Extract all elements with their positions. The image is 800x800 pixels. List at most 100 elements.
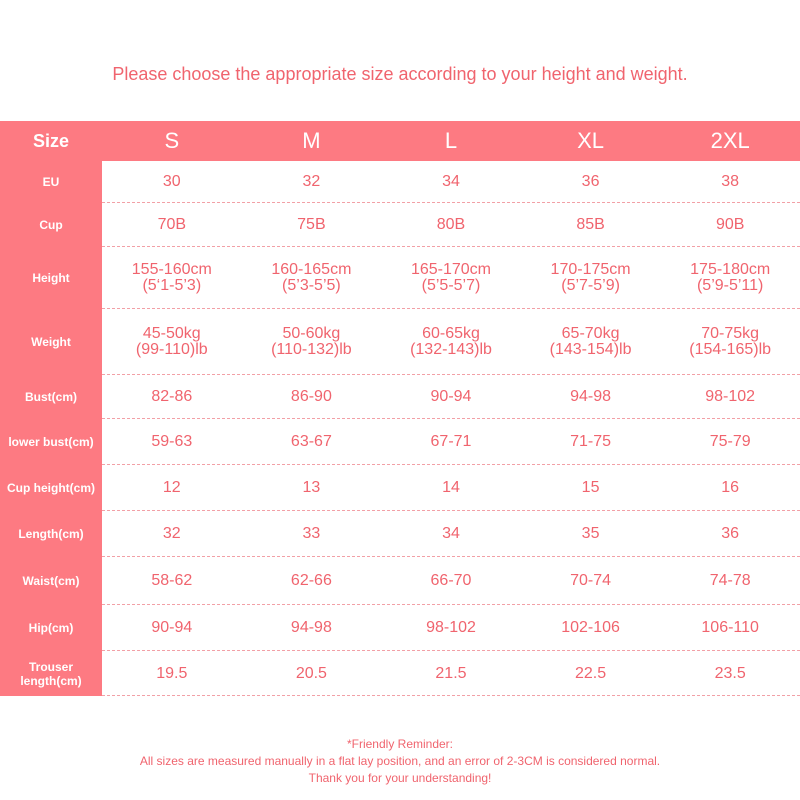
row-label: lower bust(cm) (0, 419, 102, 465)
table-row-weight: Weight 45-50kg (99-110)lb 50-60kg (110-132… (0, 309, 800, 375)
cell-sub-value: (143-154)lb (549, 341, 632, 358)
table-cell: 14 (442, 479, 460, 496)
table-cell: 58-62 (151, 572, 193, 589)
table-cell: 155-160cm (5‘1-5’3) (102, 247, 242, 309)
size-chart-table: Size S M L XL 2XL EU 30 32 34 36 38 Cup … (0, 121, 800, 696)
table-cell: 70-74 (570, 572, 612, 589)
table-cell: 71-75 (570, 433, 612, 450)
table-cell: 160-165cm (5’3-5’5) (242, 247, 382, 309)
table-cell: 74-78 (709, 572, 751, 589)
table-cell: 90-94 (430, 388, 472, 405)
table-row-height: Height 155-160cm (5‘1-5’3) 160-165cm (5’3-… (0, 247, 800, 309)
table-cell: 65-70kg (143-154)lb (521, 309, 661, 375)
table-cell: 34 (442, 173, 460, 190)
table-row-trouser-length: Trouser length(cm) 19.5 20.5 21.5 22.5 2… (0, 651, 800, 696)
reminder-text: All sizes are measured manually in a fla… (139, 754, 661, 768)
table-cell: 75B (297, 216, 326, 233)
size-header-cell: M (302, 128, 321, 153)
table-cell: 62-66 (290, 572, 332, 589)
row-label: Bust(cm) (0, 375, 102, 419)
size-header-label: Size (0, 121, 102, 161)
table-cell: 16 (721, 479, 740, 496)
row-label: Height (0, 247, 102, 309)
table-cell: 45-50kg (99-110)lb (102, 309, 242, 375)
table-cell: 36 (581, 173, 600, 190)
table-cell: 34 (442, 525, 460, 542)
table-row-cup: Cup 70B 75B 80B 85B 90B (0, 203, 800, 247)
table-cell: 59-63 (151, 433, 193, 450)
table-cell: 12 (162, 479, 181, 496)
cell-sub-value: (110-132)lb (271, 341, 352, 358)
cell-value: 165-170cm (410, 261, 491, 278)
table-row-cup-height: Cup height(cm) 12 13 14 15 16 (0, 465, 800, 511)
row-label: Length(cm) (0, 511, 102, 557)
table-cell: 67-71 (430, 433, 472, 450)
table-cell: 30 (162, 173, 181, 190)
table-cell: 85B (576, 216, 605, 233)
cell-sub-value: (5’5-5’7) (421, 277, 481, 294)
row-label: Trouser length(cm) (0, 651, 102, 696)
table-cell: 102-106 (561, 619, 620, 636)
cell-sub-value: (99-110)lb (135, 341, 208, 358)
reminder-thanks: Thank you for your understanding! (308, 771, 492, 785)
table-cell: 98-102 (705, 388, 756, 405)
table-cell: 32 (302, 173, 321, 190)
table-cell: 80B (436, 216, 466, 233)
page-title: Please choose the appropriate size accor… (112, 64, 688, 84)
table-cell: 63-67 (290, 433, 332, 450)
table-cell: 19.5 (156, 664, 188, 682)
cell-sub-value: (5’7-5’9) (561, 277, 620, 294)
row-label: Waist(cm) (0, 557, 102, 605)
table-row-length: Length(cm) 32 33 34 35 36 (0, 511, 800, 557)
table-cell: 23.5 (714, 664, 746, 682)
table-cell: 175-180cm (5’9-5’11) (660, 247, 800, 309)
table-cell: 82-86 (151, 388, 193, 405)
table-cell: 70B (157, 216, 187, 233)
table-cell: 90-94 (151, 619, 193, 636)
row-label: Weight (0, 309, 102, 375)
table-cell: 70-75kg (154-165)lb (660, 309, 800, 375)
cell-value: 175-180cm (690, 261, 771, 278)
size-header-cell: L (444, 128, 458, 153)
size-header-cell: XL (577, 128, 605, 153)
cell-value: 160-165cm (271, 261, 352, 278)
table-cell: 66-70 (430, 572, 472, 589)
cell-sub-value: (5‘1-5’3) (142, 277, 202, 294)
table-row-lower-bust: lower bust(cm) 59-63 63-67 67-71 71-75 7… (0, 419, 800, 465)
table-row-waist: Waist(cm) 58-62 62-66 66-70 70-74 74-78 (0, 557, 800, 605)
table-cell: 13 (302, 479, 321, 496)
table-cell: 50-60kg (110-132)lb (242, 309, 382, 375)
cell-value: 65-70kg (561, 325, 620, 342)
cell-value: 170-175cm (550, 261, 631, 278)
table-row-hip: Hip(cm) 90-94 94-98 98-102 102-106 106-1… (0, 605, 800, 651)
cell-value: 60-65kg (422, 325, 480, 342)
table-cell: 90B (715, 216, 745, 233)
table-row-eu: EU 30 32 34 36 38 (0, 161, 800, 203)
table-cell: 170-175cm (5’7-5’9) (521, 247, 661, 309)
cell-value: 50-60kg (282, 325, 341, 342)
table-cell: 35 (581, 525, 600, 542)
row-label: EU (0, 161, 102, 203)
table-cell: 94-98 (570, 388, 612, 405)
size-header-cell: 2XL (710, 128, 750, 153)
table-cell: 38 (721, 173, 740, 190)
table-cell: 32 (162, 525, 181, 542)
table-cell: 94-98 (290, 619, 332, 636)
table-cell: 33 (302, 525, 321, 542)
reminder-title: *Friendly Reminder: (346, 737, 454, 751)
table-cell: 15 (581, 479, 600, 496)
cell-sub-value: (5’3-5’5) (282, 277, 341, 294)
row-label: Cup height(cm) (0, 465, 102, 511)
size-header-cell: S (164, 128, 180, 153)
table-cell: 98-102 (426, 619, 476, 636)
table-cell: 60-65kg (132-143)lb (381, 309, 521, 375)
table-row-bust: Bust(cm) 82-86 86-90 90-94 94-98 98-102 (0, 375, 800, 419)
table-cell: 86-90 (290, 388, 332, 405)
cell-sub-value: (154-165)lb (689, 341, 772, 358)
row-label: Hip(cm) (0, 605, 102, 651)
cell-value: 155-160cm (131, 261, 212, 278)
table-cell: 20.5 (295, 664, 327, 682)
table-cell: 36 (721, 525, 740, 542)
cell-sub-value: (132-143)lb (410, 341, 492, 358)
cell-value: 45-50kg (142, 325, 201, 342)
